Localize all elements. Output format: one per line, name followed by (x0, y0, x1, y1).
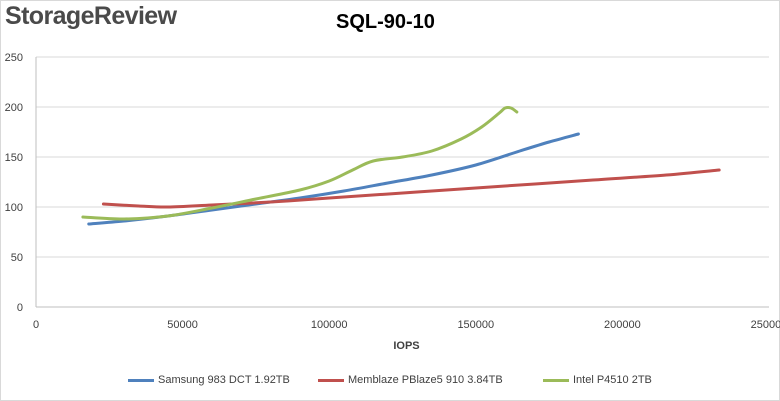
y-tick-label-4: 200 (5, 102, 23, 114)
x-tick-label-2: 100000 (311, 319, 348, 331)
y-tick-label-2: 100 (5, 202, 23, 214)
storagereview-logo: StorageReview (5, 2, 177, 30)
x-tick-label-1: 50000 (167, 319, 198, 331)
legend-item-1: Memblaze PBlaze5 910 3.84TB (318, 373, 503, 387)
legend-label-1: Memblaze PBlaze5 910 3.84TB (348, 374, 503, 386)
x-tick-label-0: 0 (33, 319, 39, 331)
y-tick-label-5: 250 (5, 52, 23, 64)
x-tick-label-4: 200000 (604, 319, 641, 331)
legend-item-2: Intel P4510 2TB (543, 373, 652, 387)
chart-legend: Samsung 983 DCT 1.92TB Memblaze PBlaze5 9… (0, 373, 780, 387)
series-line-1 (101, 168, 721, 209)
x-tick-label-5: 250000 (751, 319, 780, 331)
chart-title: SQL-90-10 (336, 11, 435, 33)
x-tick-label-3: 150000 (457, 319, 494, 331)
legend-swatch-1 (318, 378, 344, 382)
series-line-2 (81, 105, 519, 221)
y-tick-label-3: 150 (5, 152, 23, 164)
legend-label-2: Intel P4510 2TB (573, 374, 652, 386)
y-tick-label-0: 0 (17, 302, 23, 314)
legend-swatch-2 (543, 378, 569, 382)
legend-swatch-0 (128, 378, 154, 382)
legend-item-0: Samsung 983 DCT 1.92TB (128, 373, 290, 387)
legend-label-0: Samsung 983 DCT 1.92TB (158, 374, 290, 386)
x-axis-title: IOPS (393, 340, 419, 352)
y-tick-label-1: 50 (11, 252, 23, 264)
